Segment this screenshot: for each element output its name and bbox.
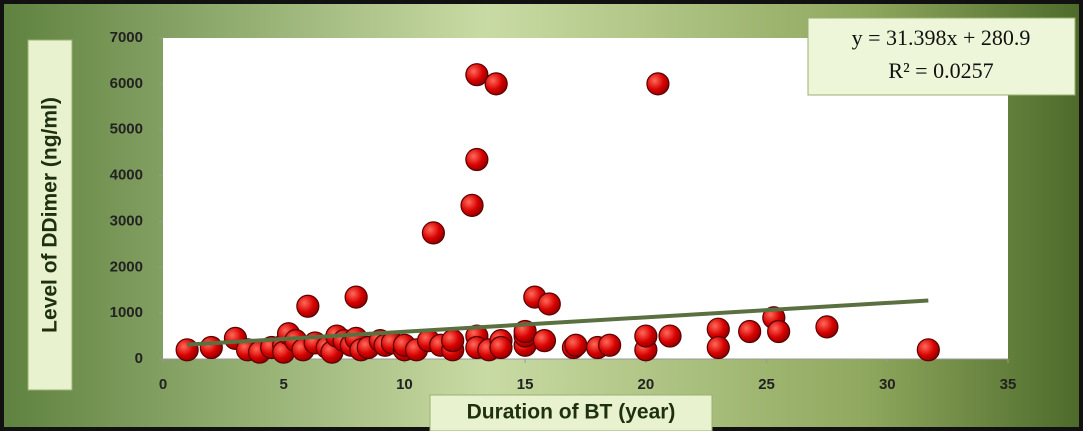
y-tick-label: 4000 xyxy=(110,167,143,184)
equation-box xyxy=(807,17,1076,96)
data-point xyxy=(634,324,658,348)
r-squared: R² = 0.0257 xyxy=(888,58,993,83)
x-tick-label: 35 xyxy=(1000,376,1017,393)
data-point xyxy=(296,294,320,318)
x-tick-label: 25 xyxy=(758,376,775,393)
trendline-equation: y = 31.398x + 280.9 xyxy=(852,25,1031,50)
data-point xyxy=(484,72,508,96)
data-point xyxy=(706,335,730,360)
data-point xyxy=(441,329,465,353)
x-title-box xyxy=(429,394,713,431)
y-tick-label: 5000 xyxy=(110,121,143,138)
trendline xyxy=(187,298,929,347)
data-point xyxy=(815,315,839,339)
data-point xyxy=(767,319,791,344)
y-tick-label: 1000 xyxy=(110,304,143,321)
plot: 0 1000 2000 3000 4000 5000 6000 7000 0 5 10 15 20 25 3… xyxy=(110,29,1017,393)
data-point xyxy=(175,338,199,362)
data-point xyxy=(421,221,445,245)
data-point xyxy=(460,193,484,217)
x-tick-label: 30 xyxy=(879,376,896,393)
x-axis-title: Duration of BT (year) xyxy=(467,401,676,424)
data-point xyxy=(916,338,940,362)
data-point xyxy=(489,335,513,360)
data-point xyxy=(646,72,670,96)
data-point xyxy=(537,292,561,316)
data-point xyxy=(658,324,682,348)
data-point xyxy=(344,285,368,309)
y-tick-label: 3000 xyxy=(110,212,143,229)
y-tick-label: 2000 xyxy=(110,258,143,275)
data-point xyxy=(465,63,489,87)
data-point xyxy=(598,333,622,357)
x-tick-label: 0 xyxy=(159,376,167,393)
data-point xyxy=(738,319,762,344)
y-tick-label: 6000 xyxy=(110,75,143,92)
y-tick-label: 7000 xyxy=(110,29,143,46)
x-tick-label: 5 xyxy=(280,376,288,393)
x-tick-label: 15 xyxy=(517,376,534,393)
x-tick-label: 10 xyxy=(396,376,413,393)
data-point xyxy=(465,147,489,172)
y-tick-label: 0 xyxy=(135,350,143,367)
data-point xyxy=(564,333,588,357)
y-axis-title: Level of DDimer (ng/ml) xyxy=(39,97,62,333)
data-point xyxy=(532,329,557,353)
y-title-box xyxy=(27,39,73,391)
x-tick-label: 20 xyxy=(638,376,655,393)
data-point xyxy=(199,335,223,360)
